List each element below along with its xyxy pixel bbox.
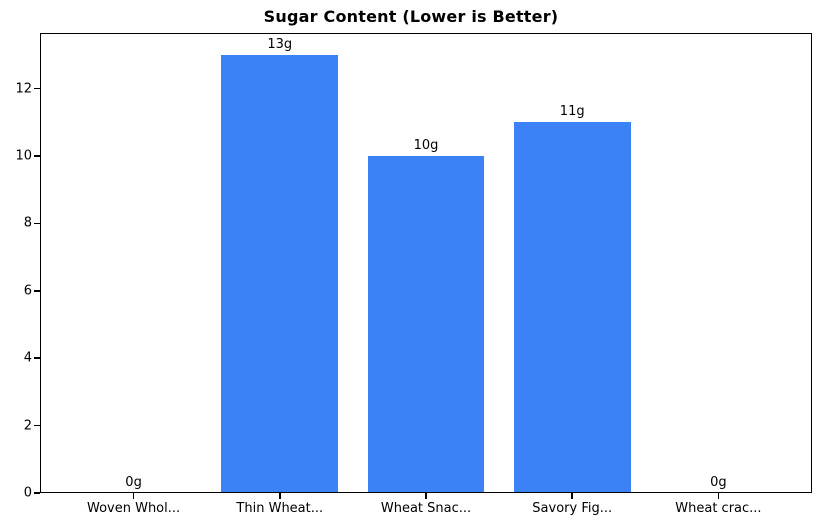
y-tick-mark	[34, 424, 40, 427]
y-tick-mark	[34, 87, 40, 90]
chart-title: Sugar Content (Lower is Better)	[263, 7, 559, 26]
bar-value-label: 13g	[267, 36, 293, 52]
x-tick-label: Woven Whol...	[86, 501, 181, 516]
x-tick-mark	[571, 493, 573, 499]
x-tick-label: Wheat crac...	[675, 501, 762, 516]
y-tick-mark	[34, 290, 40, 292]
plot-area	[40, 33, 812, 493]
x-tick-mark	[717, 493, 720, 499]
y-tick-label: 2	[23, 418, 32, 434]
y-tick-label: 10	[15, 148, 32, 164]
x-tick-mark	[425, 493, 427, 499]
x-tick-mark	[279, 493, 281, 499]
bar-value-label: 10g	[413, 138, 439, 153]
y-tick-mark	[34, 492, 40, 494]
y-tick-mark	[34, 357, 40, 359]
y-tick-label: 0	[23, 485, 32, 501]
y-tick-mark	[34, 155, 40, 157]
bar	[513, 122, 631, 493]
bar-value-label: 0g	[125, 475, 142, 490]
bar-value-label: 0g	[710, 475, 727, 490]
x-tick-mark	[132, 493, 135, 499]
y-tick-label: 8	[23, 215, 32, 231]
x-tick-label: Wheat Snac...	[380, 501, 472, 516]
bar	[367, 156, 485, 493]
y-tick-label: 12	[15, 81, 32, 97]
bar-value-label: 11g	[559, 104, 585, 120]
y-tick-mark	[34, 222, 40, 225]
x-tick-label: Thin Wheat...	[236, 501, 324, 516]
bar	[221, 54, 339, 493]
x-tick-label: Savory Fig...	[532, 501, 613, 516]
y-tick-label: 4	[23, 350, 32, 366]
y-tick-label: 6	[23, 283, 32, 299]
